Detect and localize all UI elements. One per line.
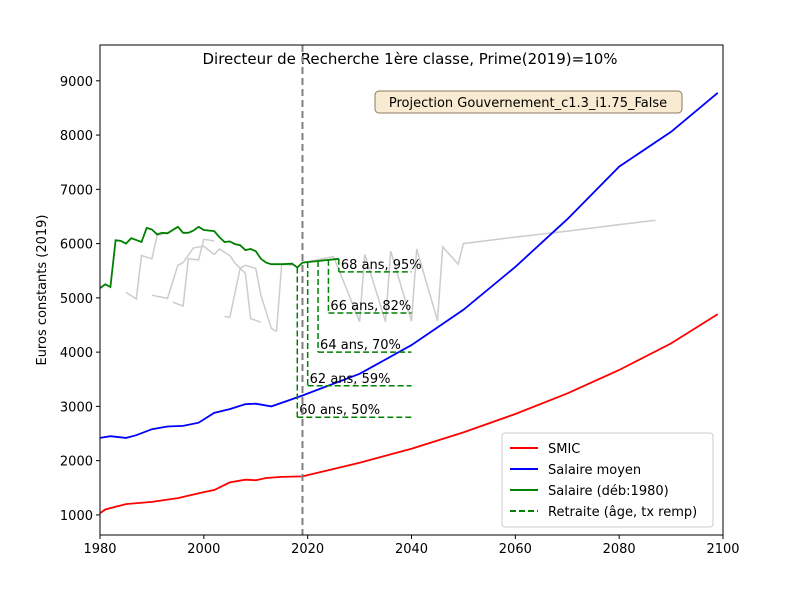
x-tick-label: 2080 [603, 542, 636, 557]
pension-label: 66 ans, 82% [330, 299, 411, 314]
series-line [100, 313, 719, 515]
legend-label: Retraite (âge, tx remp) [548, 505, 697, 520]
series-line [100, 225, 339, 289]
pension-label: 62 ans, 59% [310, 372, 391, 387]
annotation: Projection Gouvernement_c1.3_i1.75_False [389, 96, 667, 111]
cohort-line [125, 232, 277, 333]
y-tick-label: 3000 [60, 400, 93, 415]
x-tick-label: 2000 [187, 542, 220, 557]
x-tick-label: 2040 [395, 542, 428, 557]
y-tick-label: 9000 [60, 75, 93, 90]
y-axis-label: Euros constants (2019) [35, 214, 50, 365]
pension-label: 64 ans, 70% [320, 338, 401, 353]
pension-label: 60 ans, 50% [299, 403, 380, 418]
y-tick-label: 4000 [60, 346, 93, 361]
y-tick-label: 8000 [60, 129, 93, 144]
legend-label: SMIC [548, 442, 580, 457]
x-tick-label: 2060 [499, 542, 532, 557]
series-group [100, 92, 719, 515]
series-line [100, 92, 719, 439]
legend-label: Salaire moyen [548, 463, 641, 478]
x-tick-label: 2100 [706, 542, 739, 557]
y-tick-label: 6000 [60, 238, 93, 253]
chart-title: Directeur de Recherche 1ère classe, Prim… [203, 50, 618, 68]
y-tick-label: 2000 [60, 455, 93, 470]
annotation-box [374, 90, 683, 114]
legend-label: Salaire (déb:1980) [548, 484, 669, 499]
legend-box [501, 432, 714, 528]
x-tick-label: 1980 [83, 542, 116, 557]
cohort-line [302, 219, 656, 322]
pension-label: 68 ans, 95% [341, 258, 422, 273]
axes-frame [99, 44, 724, 536]
x-tick-label: 2020 [291, 542, 324, 557]
y-tick-label: 7000 [60, 183, 93, 198]
y-tick-label: 1000 [60, 509, 93, 524]
y-tick-label: 5000 [60, 292, 93, 307]
